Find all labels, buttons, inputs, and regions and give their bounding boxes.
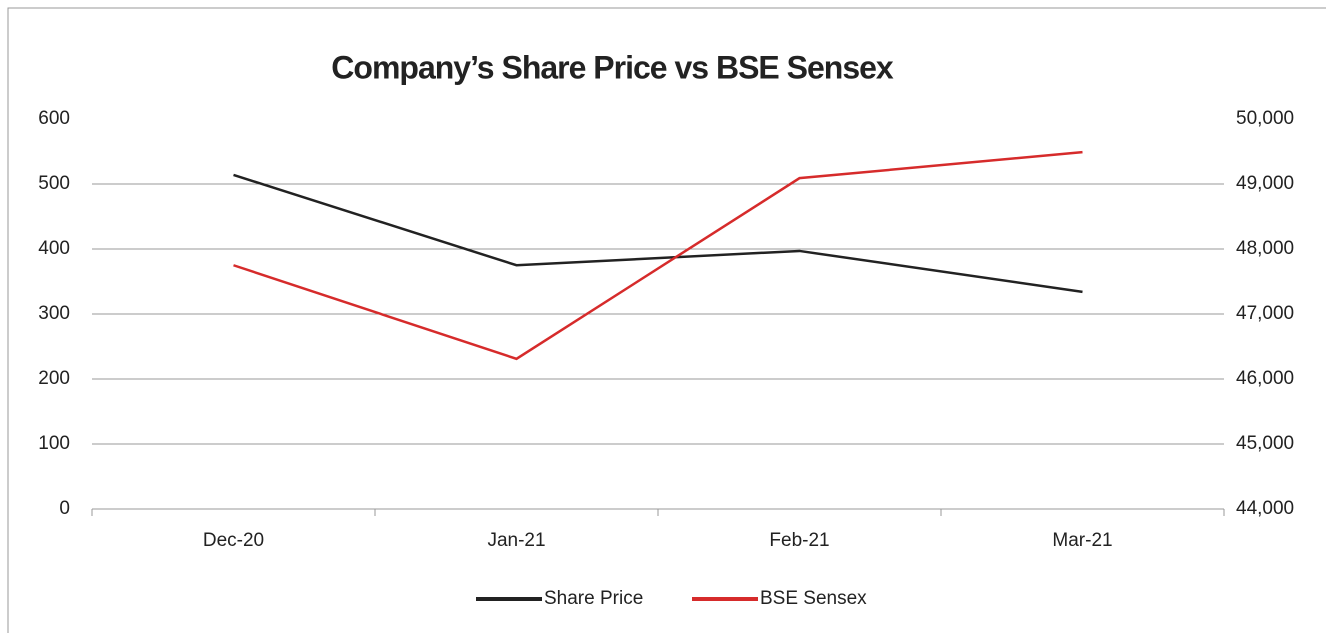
y-tick-label: 500 (38, 173, 70, 194)
series-line (233, 173, 1083, 294)
legend-label: Share Price (544, 588, 643, 609)
x-tick-label: Feb-21 (769, 530, 829, 551)
x-tick-label: Mar-21 (1052, 530, 1112, 551)
y-tick-label: 100 (38, 433, 70, 454)
y-tick-label: 400 (38, 238, 70, 259)
y-tick-label: 200 (38, 368, 70, 389)
y2-tick-label: 49,000 (1236, 173, 1294, 194)
y2-tick-label: 50,000 (1236, 108, 1294, 129)
y2-tick-label: 44,000 (1236, 498, 1294, 519)
x-tick-label: Dec-20 (203, 530, 264, 551)
legend-label: BSE Sensex (760, 588, 867, 609)
chart-title: Company’s Share Price vs BSE Sensex (331, 49, 894, 85)
y2-tick-label: 46,000 (1236, 368, 1294, 389)
y-tick-label: 0 (59, 498, 70, 519)
y-tick-label: 600 (38, 108, 70, 129)
y2-tick-label: 47,000 (1236, 303, 1294, 324)
x-tick-label: Jan-21 (487, 530, 545, 551)
series-line (233, 150, 1083, 361)
y2-tick-label: 48,000 (1236, 238, 1294, 259)
y-tick-label: 300 (38, 303, 70, 324)
chart-border (7, 7, 1326, 633)
y2-tick-label: 45,000 (1236, 433, 1294, 454)
